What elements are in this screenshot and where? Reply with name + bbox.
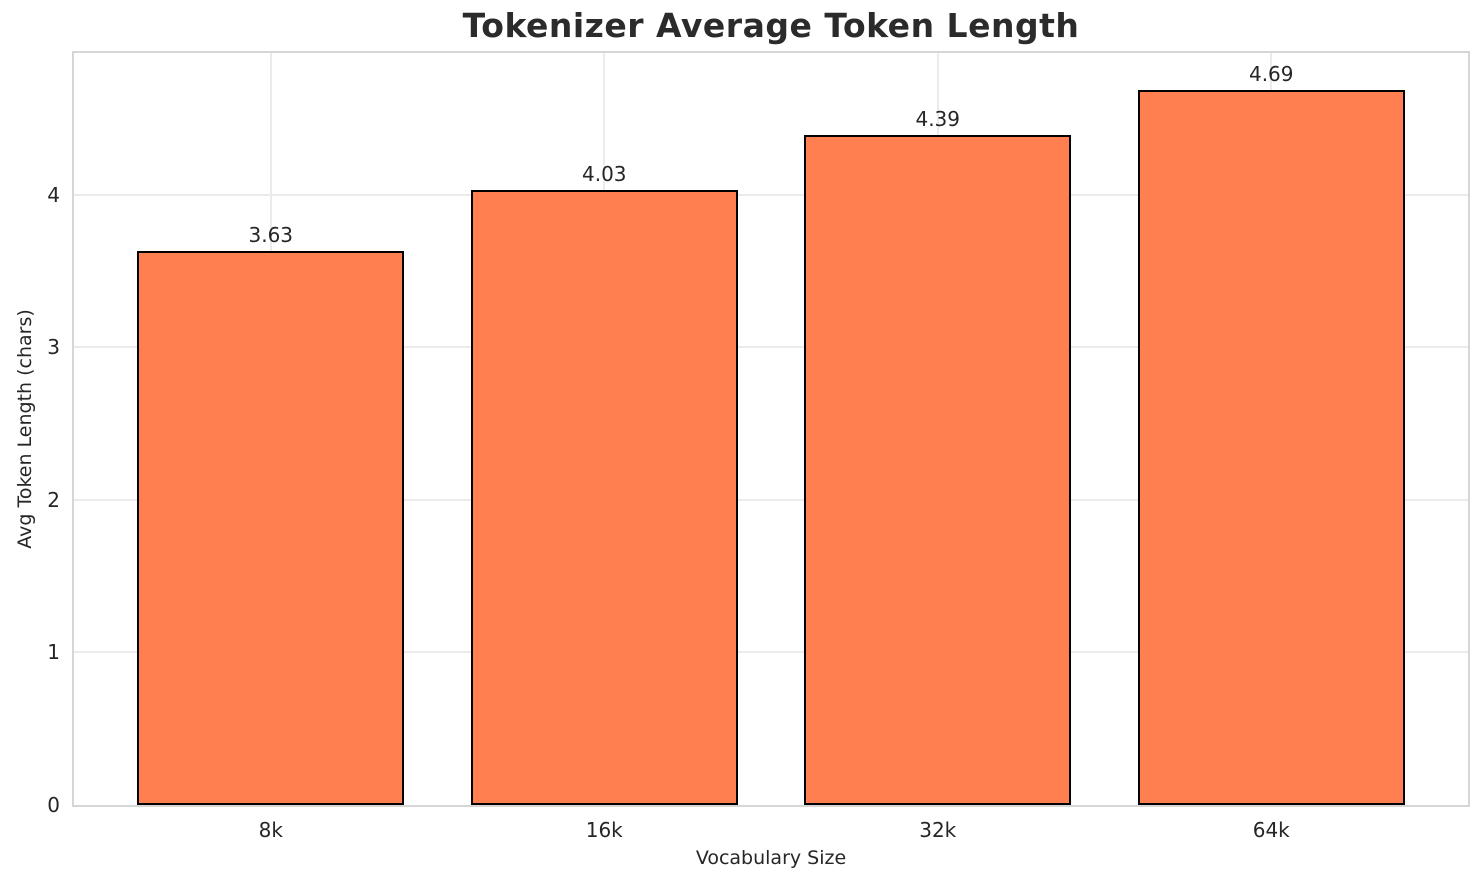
y-tick-label: 4 <box>47 182 60 207</box>
bar-value-label: 4.03 <box>581 162 627 187</box>
x-tick-label: 8k <box>258 818 283 842</box>
plot-area: 3.63 4.03 4.39 4.69 <box>72 51 1470 807</box>
gridline-h <box>74 346 1468 349</box>
y-tick-label: 3 <box>47 335 60 360</box>
bar <box>1137 89 1405 805</box>
x-axis-label: Vocabulary Size <box>695 847 847 869</box>
bar <box>804 135 1072 805</box>
y-tick-label: 2 <box>47 487 60 512</box>
bar-value-label: 4.39 <box>915 107 960 132</box>
bar <box>137 251 405 805</box>
y-tick-label: 1 <box>47 640 60 665</box>
gridline-h <box>74 498 1468 501</box>
bar <box>470 190 738 805</box>
gridline-h <box>74 193 1468 196</box>
chart-title: Tokenizer Average Token Length <box>462 6 1080 45</box>
y-tick-label: 0 <box>47 793 60 817</box>
x-tick-label: 32k <box>919 818 957 842</box>
gridline-h <box>74 651 1468 654</box>
bar-value-label: 4.69 <box>1248 61 1294 86</box>
bar-value-label: 3.63 <box>248 223 294 248</box>
y-axis-label: Avg Token Length (chars) <box>14 309 36 549</box>
x-tick-label: 16k <box>585 818 623 842</box>
x-tick-label: 64k <box>1252 818 1290 842</box>
